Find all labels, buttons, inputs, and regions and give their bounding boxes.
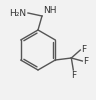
Text: NH: NH — [43, 6, 57, 15]
Text: F: F — [71, 71, 76, 80]
Text: H₂N: H₂N — [9, 8, 26, 18]
Text: F: F — [81, 46, 86, 54]
Text: F: F — [83, 56, 88, 66]
